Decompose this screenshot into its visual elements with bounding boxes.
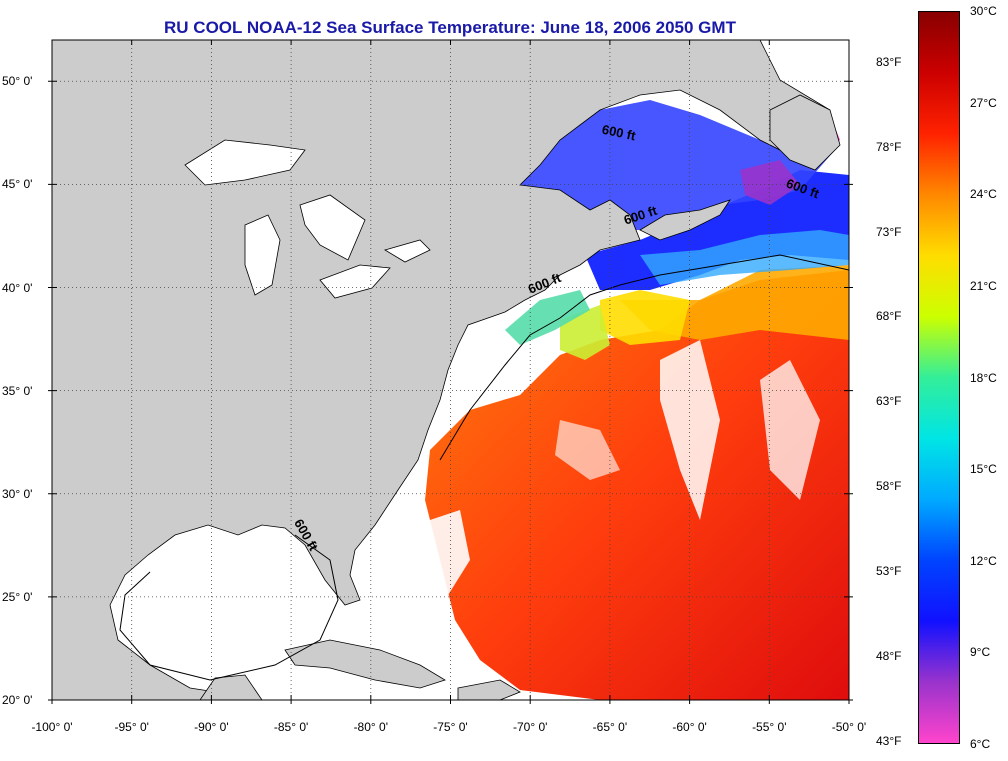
lat-tick-label: 30° 0' bbox=[2, 486, 33, 501]
celsius-tick-label: 6°C bbox=[970, 737, 991, 751]
fahrenheit-tick-label: 63°F bbox=[876, 394, 902, 409]
celsius-tick-label: 27°C bbox=[970, 95, 997, 110]
sst-swath bbox=[425, 100, 849, 700]
lat-tick-label: 25° 0' bbox=[2, 589, 33, 604]
lon-tick-label: -85° 0' bbox=[273, 720, 309, 734]
lat-tick-label: 35° 0' bbox=[2, 383, 33, 398]
fahrenheit-tick-label: 58°F bbox=[876, 479, 902, 494]
celsius-tick-label: 18°C bbox=[970, 370, 997, 385]
lon-tick-label: -60° 0' bbox=[672, 720, 707, 734]
lat-tick-label: 50° 0' bbox=[2, 74, 33, 89]
fahrenheit-tick-label: 83°F bbox=[876, 54, 902, 69]
great-lakes bbox=[184, 139, 431, 299]
lat-tick-label: 45° 0' bbox=[2, 177, 33, 192]
land-areas bbox=[52, 40, 841, 700]
isobath-600ft-gulf bbox=[119, 534, 339, 681]
lat-tick-label: 20° 0' bbox=[2, 693, 33, 707]
fahrenheit-tick-label: 73°F bbox=[876, 224, 902, 239]
map-title: RU COOL NOAA-12 Sea Surface Temperature:… bbox=[164, 18, 736, 37]
lat-tick-label: 40° 0' bbox=[2, 280, 33, 295]
celsius-tick-label: 12°C bbox=[970, 553, 997, 568]
lon-tick-label: -65° 0' bbox=[592, 720, 628, 734]
fahrenheit-tick-label: 43°F bbox=[876, 733, 902, 748]
celsius-tick-label: 24°C bbox=[970, 187, 997, 202]
lon-tick-label: -95° 0' bbox=[114, 720, 149, 734]
lon-tick-label: -55° 0' bbox=[752, 720, 787, 734]
axis-ticks bbox=[48, 40, 853, 704]
fahrenheit-tick-label: 53°F bbox=[876, 563, 902, 578]
celsius-tick-label: 9°C bbox=[970, 645, 991, 660]
celsius-tick-label: 30°C bbox=[970, 4, 997, 18]
lon-tick-label: -75° 0' bbox=[433, 720, 468, 734]
fahrenheit-tick-label: 68°F bbox=[876, 309, 902, 324]
celsius-tick-label: 21°C bbox=[970, 278, 997, 293]
temperature-colorbar bbox=[918, 11, 960, 744]
lon-tick-label: -90° 0' bbox=[194, 720, 229, 734]
celsius-tick-label: 15°C bbox=[970, 462, 997, 477]
isobath-600ft bbox=[439, 254, 849, 461]
lon-tick-label: -70° 0' bbox=[512, 720, 548, 734]
fahrenheit-tick-label: 48°F bbox=[876, 648, 902, 663]
lon-tick-label: -50° 0' bbox=[831, 720, 867, 734]
fahrenheit-tick-label: 78°F bbox=[876, 139, 902, 154]
contour-label: 600 ft bbox=[601, 122, 638, 144]
lon-tick-label: -100° 0' bbox=[31, 720, 73, 734]
lon-tick-label: -80° 0' bbox=[353, 720, 389, 734]
